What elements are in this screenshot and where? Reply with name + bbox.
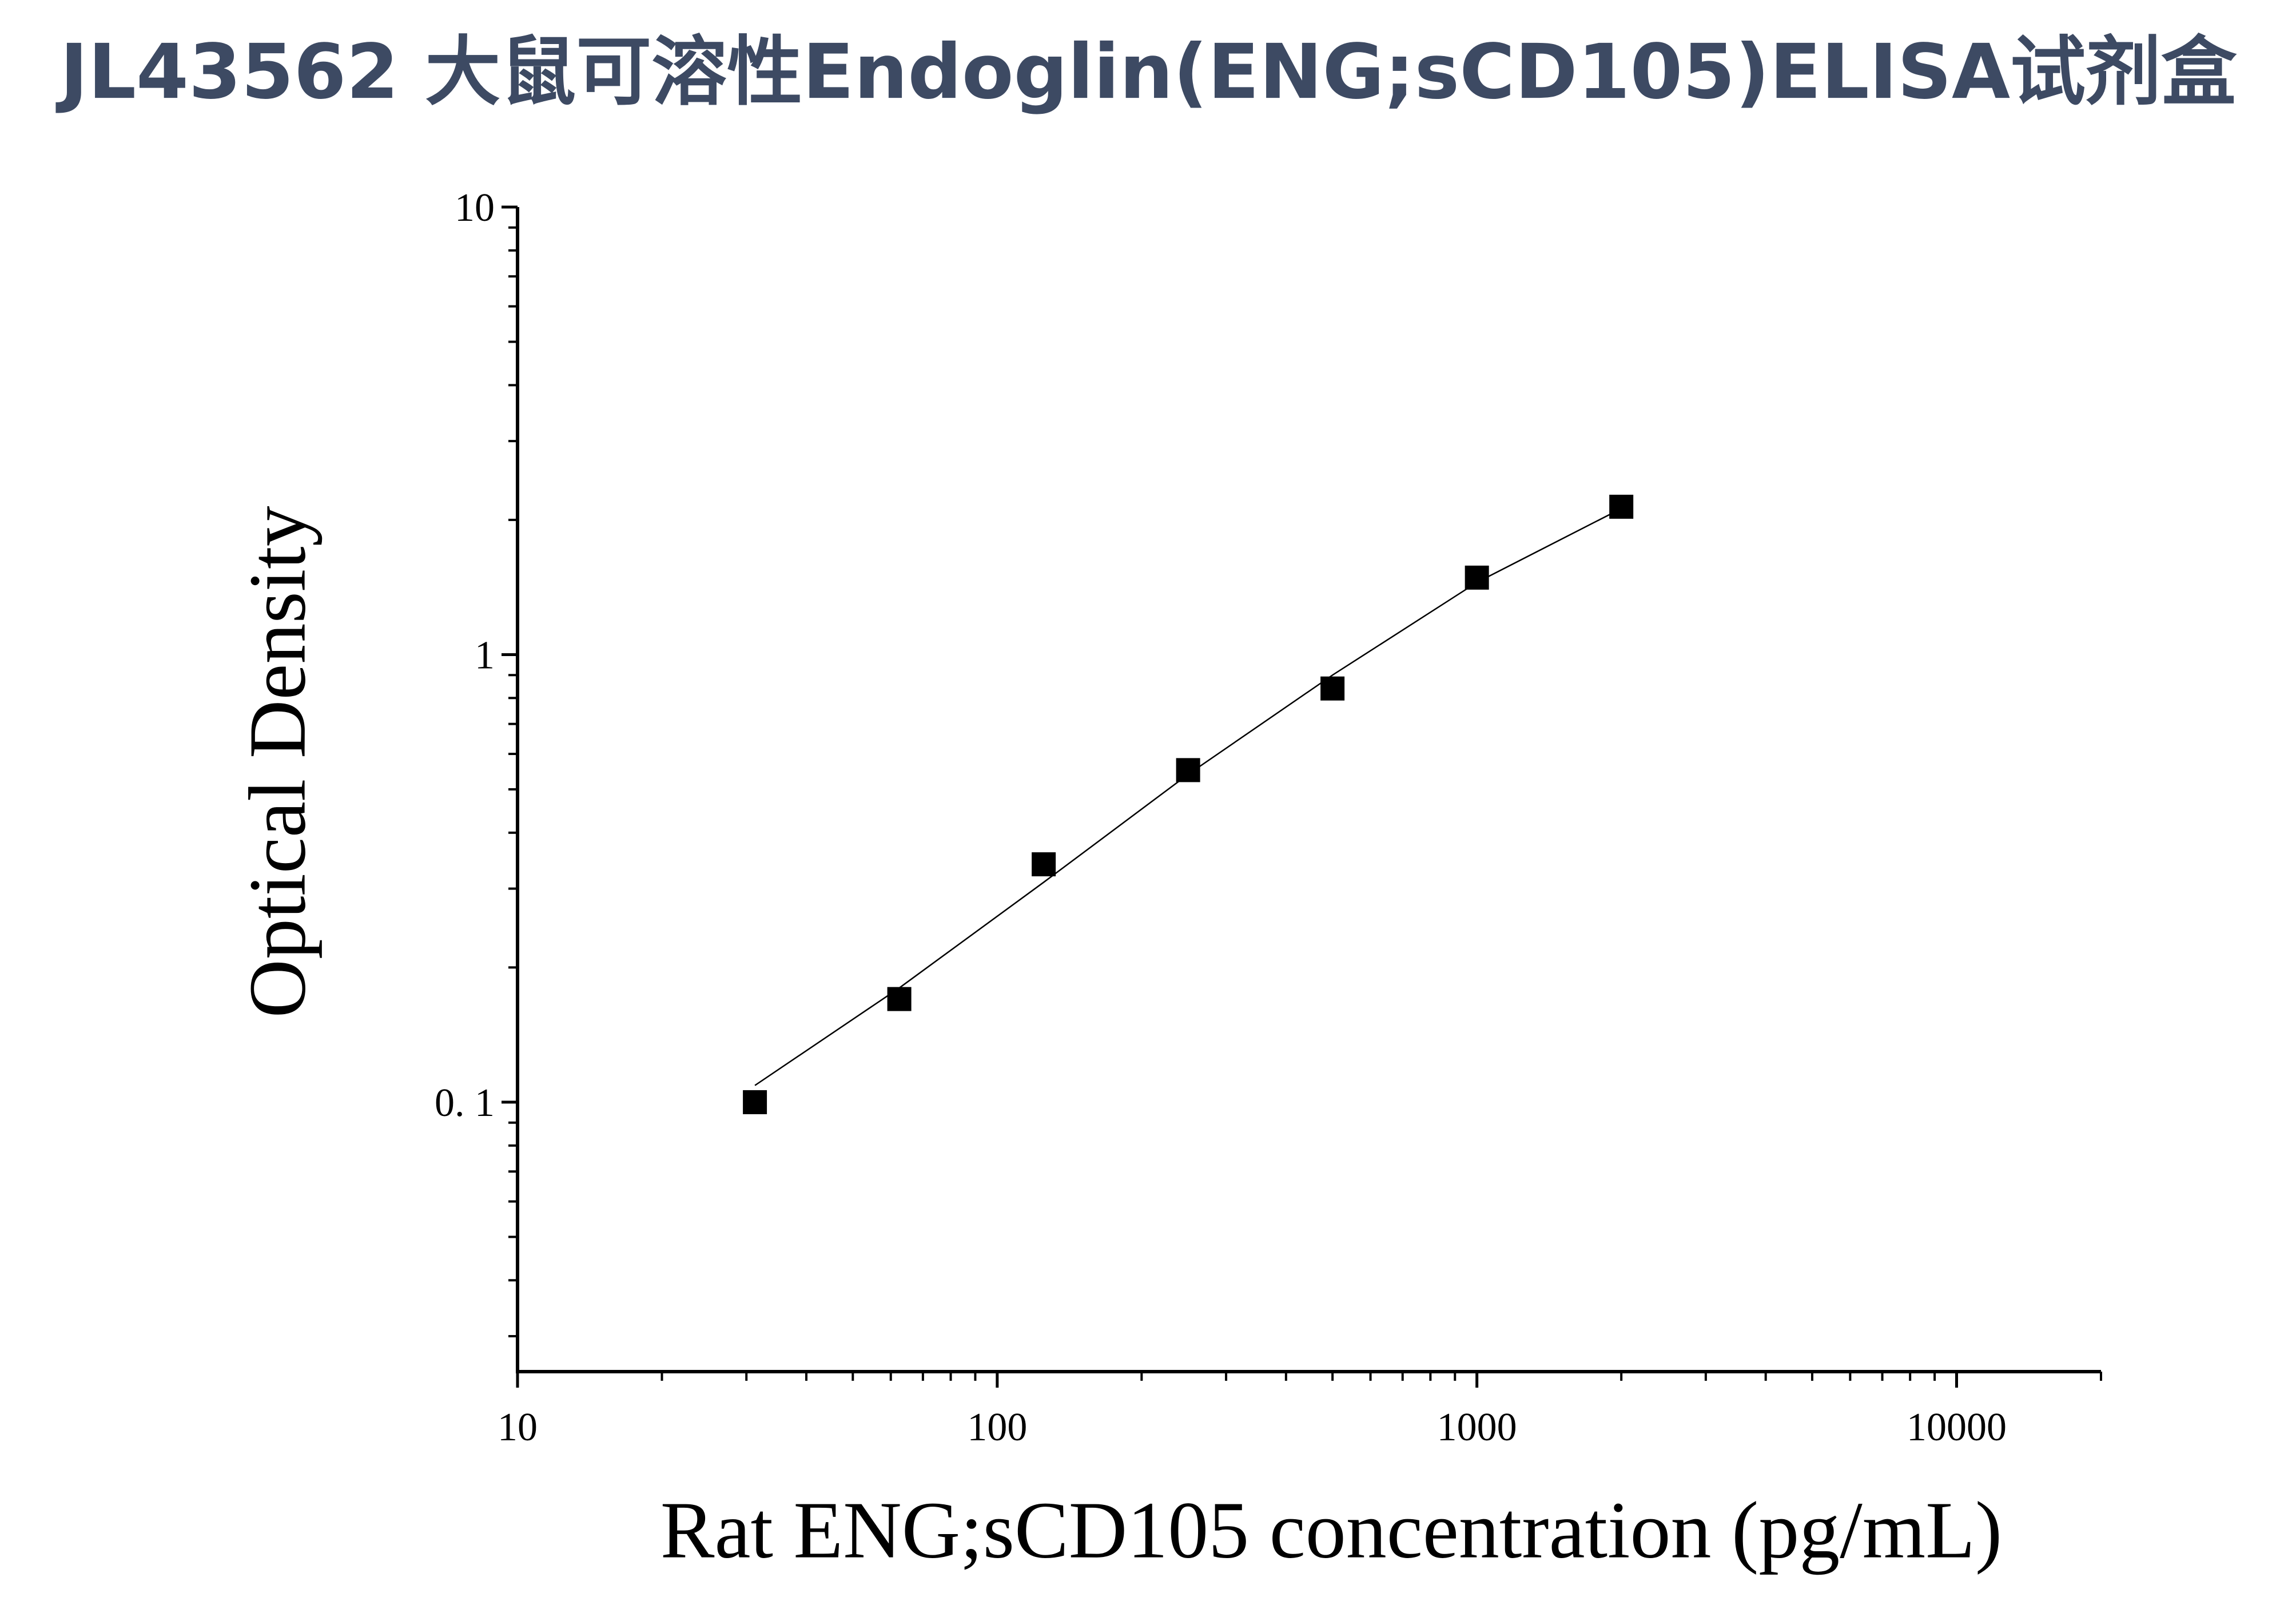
y-tick-label: 10 xyxy=(455,186,495,230)
data-point xyxy=(743,1090,767,1114)
fit-curve xyxy=(754,507,1622,1086)
data-point xyxy=(1609,494,1634,519)
y-tick-label: 0. 1 xyxy=(435,1081,495,1125)
x-tick-label: 1000 xyxy=(1437,1405,1517,1449)
x-tick-label: 10000 xyxy=(1907,1405,2007,1449)
y-axis-title: Optical Density xyxy=(232,506,323,1018)
data-point xyxy=(887,987,912,1011)
data-point xyxy=(1465,565,1489,590)
x-axis-title: Rat ENG;sCD105 concentration (pg/mL) xyxy=(660,1485,2002,1575)
data-point xyxy=(1032,852,1056,877)
y-tick-label: 1 xyxy=(475,633,495,677)
data-point xyxy=(1176,758,1200,782)
data-point xyxy=(1320,676,1345,701)
x-tick-label: 10 xyxy=(498,1405,538,1449)
x-tick-label: 100 xyxy=(967,1405,1027,1449)
chart-title: JL43562 大鼠可溶性Endoglin(ENG;sCD105)ELISA试剂… xyxy=(55,28,2237,116)
